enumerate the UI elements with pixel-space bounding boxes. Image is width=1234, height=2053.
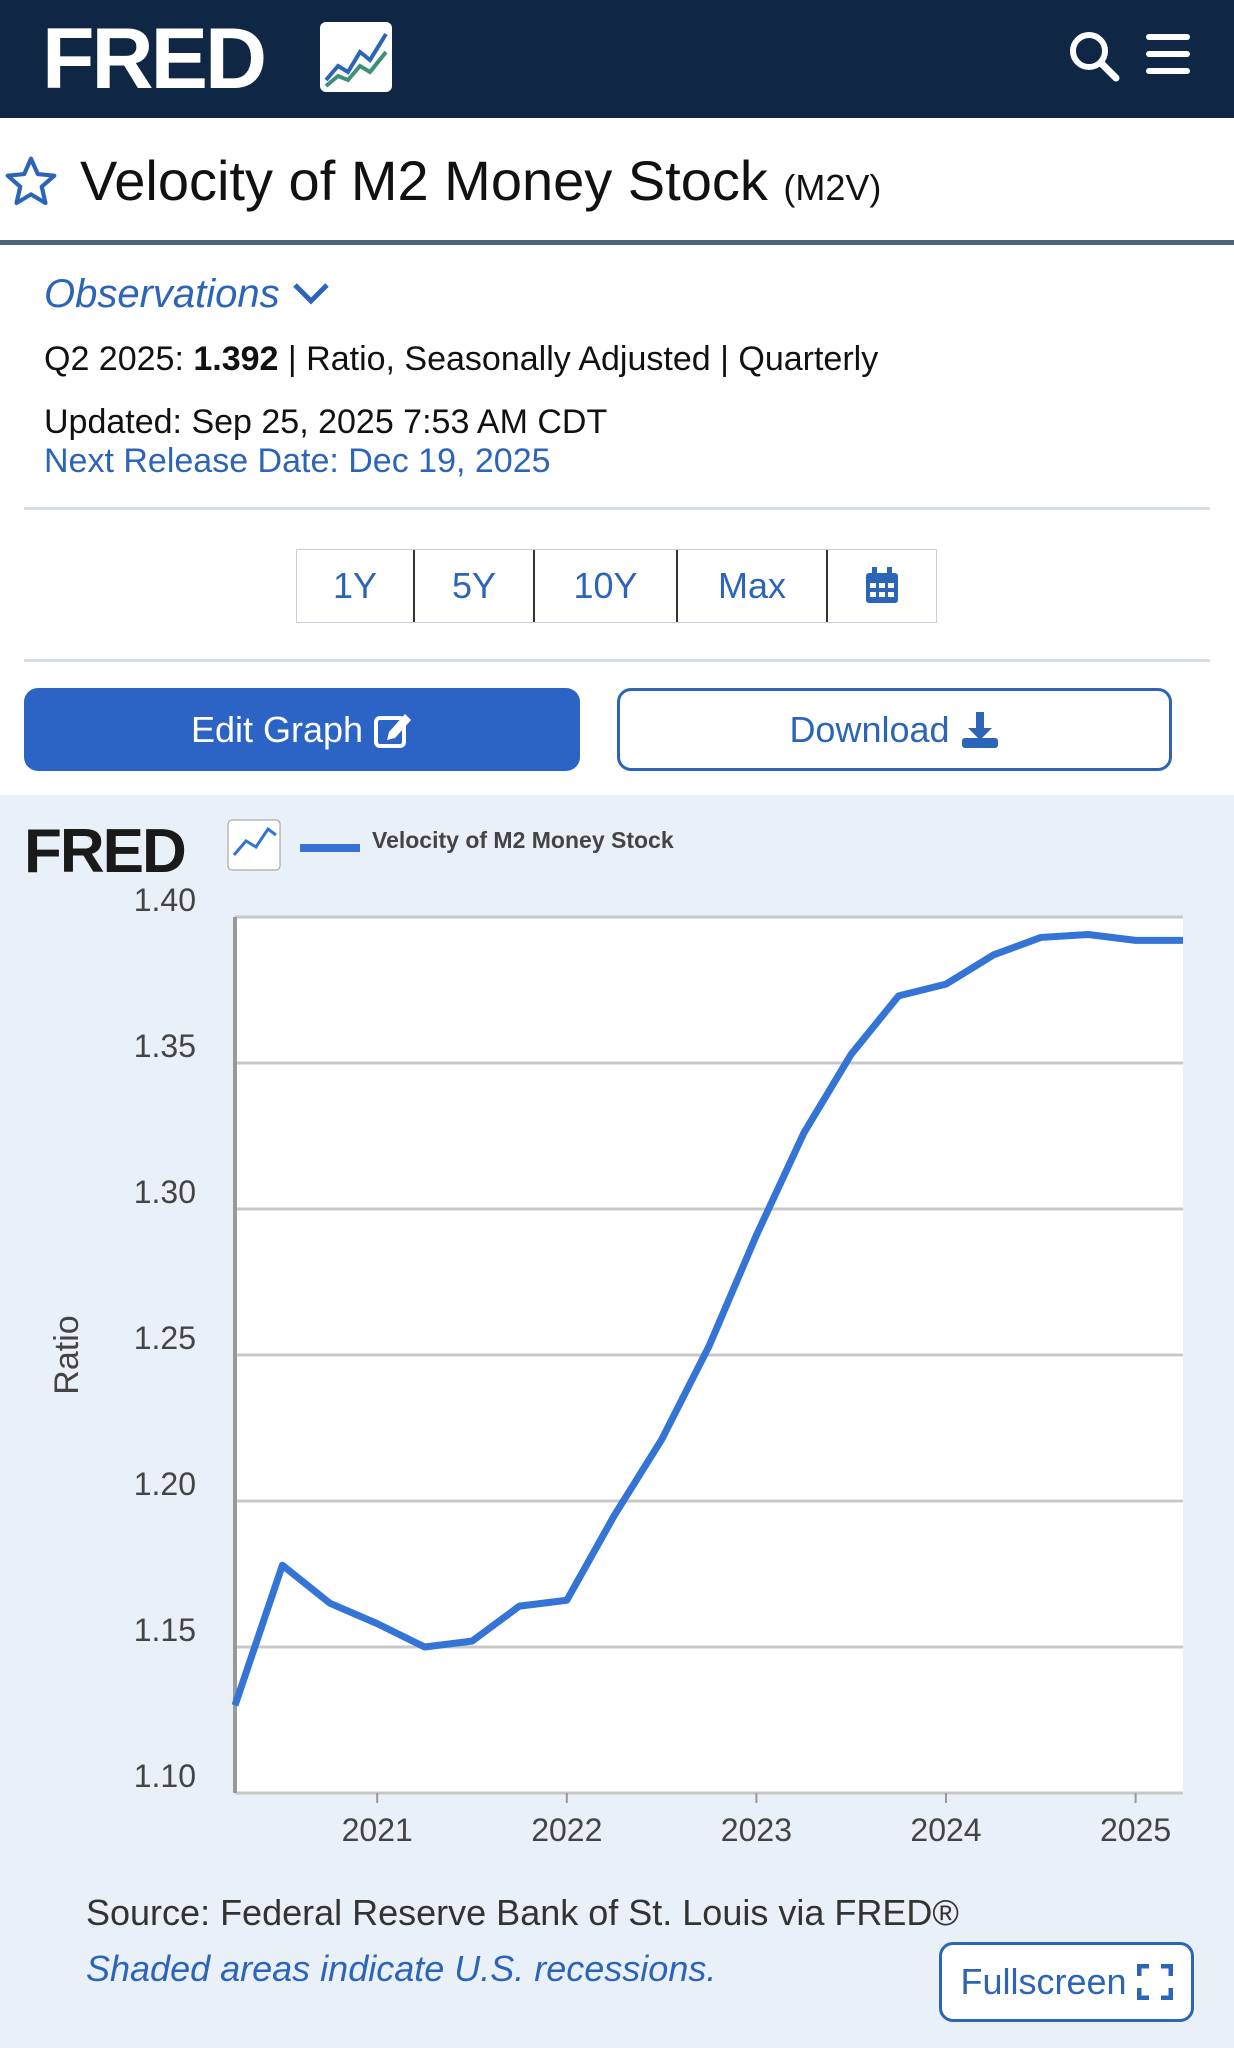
x-tick-label: 2023: [721, 1812, 792, 1848]
download-button[interactable]: Download: [617, 688, 1172, 771]
latest-observation: Q2 2025: 1.392 | Ratio, Seasonally Adjus…: [44, 340, 878, 379]
x-tick-label: 2025: [1100, 1812, 1171, 1848]
y-tick-label: 1.20: [134, 1466, 196, 1502]
source-text: Source: Federal Reserve Bank of St. Loui…: [86, 1892, 959, 1934]
x-tick-label: 2021: [342, 1812, 413, 1848]
observations-dropdown[interactable]: Observations: [44, 272, 331, 317]
observations-label: Observations: [44, 272, 280, 316]
chart-area: FRED Velocity of M2 Money Stock 1.10 1.15 1.…: [0, 795, 1234, 2048]
next-release-link[interactable]: Next Release Date: Dec 19, 2025: [44, 442, 551, 481]
star-icon[interactable]: [2, 154, 60, 210]
line-chart: FRED Velocity of M2 Money Stock 1.10 1.15 1.…: [0, 795, 1234, 2048]
calendar-button[interactable]: [828, 550, 936, 622]
fred-logo[interactable]: FRED: [42, 14, 264, 104]
range-5y-button[interactable]: 5Y: [415, 550, 535, 622]
calendar-icon: [864, 567, 900, 605]
chevron-down-icon: [291, 279, 331, 307]
series-id: (M2V): [783, 167, 881, 208]
x-tick-label: 2024: [910, 1812, 981, 1848]
y-axis-label: Ratio: [48, 1315, 86, 1394]
y-tick-label: 1.25: [134, 1320, 196, 1356]
updated-text: Updated: Sep 25, 2025 7:53 AM CDT: [44, 403, 607, 442]
search-icon[interactable]: [1068, 30, 1120, 82]
edit-graph-button[interactable]: Edit Graph: [24, 688, 580, 771]
recession-note: Shaded areas indicate U.S. recessions.: [86, 1948, 716, 1990]
range-10y-button[interactable]: 10Y: [535, 550, 678, 622]
range-1y-button[interactable]: 1Y: [297, 550, 415, 622]
series-title-row: Velocity of M2 Money Stock (M2V): [0, 118, 1234, 245]
range-max-button[interactable]: Max: [678, 550, 828, 622]
fullscreen-button[interactable]: Fullscreen: [939, 1942, 1194, 2022]
download-icon: [960, 710, 1000, 750]
date-range-selector: 1Y 5Y 10Y Max: [296, 549, 937, 623]
y-tick-label: 1.10: [134, 1758, 196, 1794]
x-tick-label: 2022: [531, 1812, 602, 1848]
y-tick-label: 1.15: [134, 1612, 196, 1648]
y-tick-label: 1.30: [134, 1174, 196, 1210]
fred-logo-chart-icon: [320, 22, 392, 92]
fullscreen-icon: [1137, 1964, 1173, 2000]
menu-icon[interactable]: [1146, 34, 1190, 74]
divider: [24, 659, 1210, 662]
y-tick-label: 1.40: [134, 882, 196, 918]
series-title: Velocity of M2 Money Stock: [80, 149, 768, 212]
y-tick-label: 1.35: [134, 1028, 196, 1064]
edit-icon: [373, 710, 413, 750]
divider: [24, 507, 1210, 510]
latest-value: 1.392: [193, 340, 278, 378]
top-nav: FRED: [0, 0, 1234, 118]
page-title: Velocity of M2 Money Stock (M2V): [80, 148, 881, 213]
legend-label: Velocity of M2 Money Stock: [372, 827, 674, 853]
chart-fred-logo: FRED: [24, 817, 185, 886]
